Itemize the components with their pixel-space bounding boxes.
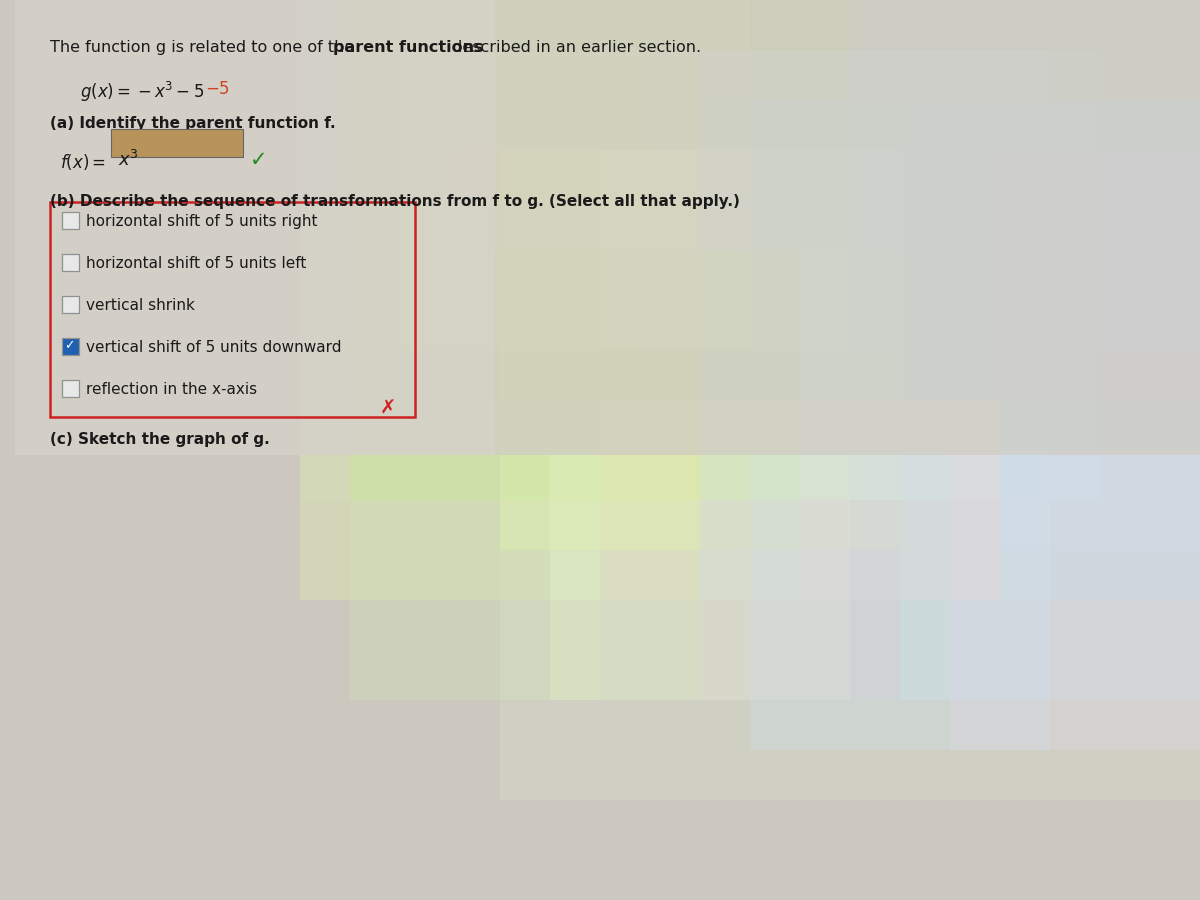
Bar [350,400,600,700]
Bar [50,202,415,417]
Bar [700,100,1200,600]
Text: The function g is related to one of the: The function g is related to one of the [50,40,359,55]
Text: x: x [1182,662,1190,675]
Bar [500,450,1200,800]
Text: (a) Identify the parent function f.: (a) Identify the parent function f. [50,116,336,131]
FancyBboxPatch shape [112,129,242,157]
Bar [800,150,1100,500]
Text: vertical shrink: vertical shrink [86,298,194,313]
Bar [300,0,500,500]
Bar [400,0,750,350]
Bar [14,0,1200,455]
Text: ✓: ✓ [64,339,74,352]
Text: described in an earlier section.: described in an earlier section. [446,40,701,55]
Text: reflection in the x-axis: reflection in the x-axis [86,382,257,397]
Bar [950,450,1200,750]
Bar [350,0,850,500]
Bar [550,450,850,700]
FancyBboxPatch shape [61,380,78,397]
Text: y: y [935,427,943,440]
Bar [300,200,600,600]
Text: ✓: ✓ [250,150,268,170]
Text: -5: -5 [349,778,360,788]
FancyBboxPatch shape [61,254,78,271]
Text: -5: -5 [911,778,922,788]
Text: (b) Describe the sequence of transformations from f to g. (Select all that apply: (b) Describe the sequence of transformat… [50,194,740,209]
Text: $f(x) = $: $f(x) = $ [60,152,106,172]
Text: ✗: ✗ [380,399,396,418]
Bar [750,450,1050,750]
Text: horizontal shift of 5 units right: horizontal shift of 5 units right [86,214,318,229]
Text: x: x [554,662,563,675]
Bar [700,50,1050,250]
FancyBboxPatch shape [61,295,78,312]
Text: $g(x) = -x^3 - 5$: $g(x) = -x^3 - 5$ [80,80,204,104]
Text: $- 5$: $- 5$ [205,80,230,98]
Text: WebAssign Plot: WebAssign Plot [444,610,529,620]
Bar [700,500,900,700]
Text: horizontal shift of 5 units left: horizontal shift of 5 units left [86,256,306,271]
Bar [600,400,800,600]
Bar [900,100,1200,400]
Text: y: y [370,427,378,440]
Text: $x^3$: $x^3$ [118,150,139,170]
Bar [14,0,496,455]
Bar [800,400,1000,600]
Bar [600,150,1000,450]
Bar [650,50,1100,350]
Bar [850,50,1200,350]
Bar [900,100,1200,700]
Text: vertical shift of 5 units downward: vertical shift of 5 units downward [86,340,342,355]
FancyBboxPatch shape [61,212,78,229]
Bar [500,150,900,550]
Text: (c) Sketch the graph of g.: (c) Sketch the graph of g. [50,432,270,447]
FancyBboxPatch shape [61,338,78,355]
Bar [400,0,1200,150]
Bar [450,50,750,250]
Text: parent functions: parent functions [334,40,484,55]
Bar [1000,150,1200,550]
